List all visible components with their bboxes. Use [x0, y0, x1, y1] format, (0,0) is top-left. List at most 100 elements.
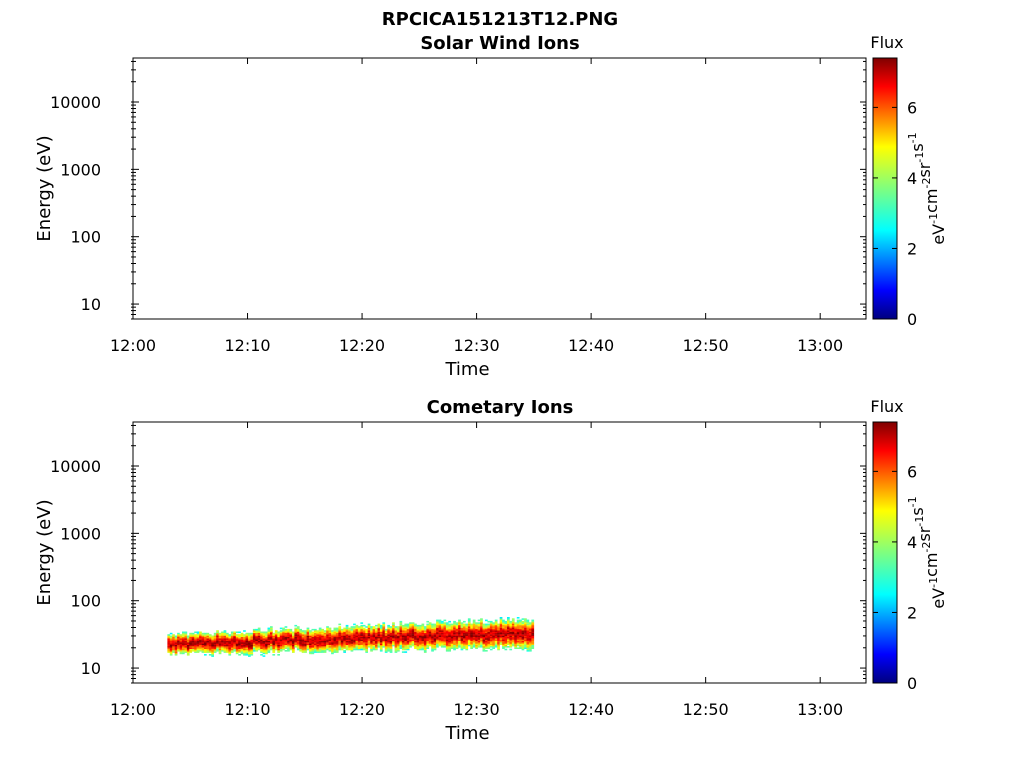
heatmap-cell	[306, 630, 310, 632]
heatmap-cell	[502, 636, 505, 639]
heatmap-cell	[458, 636, 461, 639]
heatmap-cell	[409, 639, 412, 641]
heatmap-cell	[497, 624, 500, 627]
heatmap-cell	[274, 639, 278, 641]
heatmap-cell	[387, 642, 390, 644]
heatmap-cell	[384, 646, 388, 648]
heatmap-cell	[401, 636, 405, 639]
heatmap-cell	[472, 631, 476, 634]
heatmap-cell	[245, 644, 249, 647]
heatmap-cell	[270, 631, 273, 634]
heatmap-cell	[382, 635, 386, 638]
heatmap-cell	[321, 644, 324, 647]
heatmap-cell	[387, 650, 390, 652]
heatmap-cell	[529, 646, 532, 648]
heatmap-cell	[326, 632, 329, 635]
heatmap-cell	[296, 630, 300, 632]
heatmap-cell	[375, 646, 378, 648]
heatmap-cell	[514, 646, 517, 648]
heatmap-cell	[309, 650, 312, 652]
heatmap-cell	[282, 639, 285, 641]
heatmap-cell	[172, 651, 175, 653]
heatmap-cell	[392, 627, 395, 630]
heatmap-cell	[331, 640, 334, 643]
heatmap-cell	[226, 644, 229, 647]
heatmap-cell	[370, 639, 373, 641]
heatmap-cell	[463, 647, 466, 649]
y-tick-label: 10000	[50, 93, 101, 112]
heatmap-cell	[416, 639, 420, 641]
heatmap-cell	[482, 623, 486, 626]
heatmap-cell	[470, 647, 473, 649]
heatmap-cell	[331, 636, 334, 639]
heatmap-cell	[524, 624, 527, 627]
heatmap-cell	[240, 644, 244, 647]
heatmap-cell	[348, 642, 351, 644]
heatmap-cell	[526, 648, 530, 651]
heatmap-cell	[321, 646, 324, 648]
heatmap-cell	[387, 631, 390, 634]
heatmap-cell	[504, 624, 508, 627]
heatmap-cell	[387, 632, 390, 635]
heatmap-cell	[507, 635, 510, 638]
heatmap-cell	[360, 632, 364, 635]
heatmap-cell	[184, 636, 188, 639]
heatmap-cell	[433, 623, 437, 626]
heatmap-cell	[455, 624, 459, 627]
heatmap-cell	[507, 619, 510, 622]
heatmap-cell	[284, 638, 288, 640]
heatmap-cell	[421, 623, 425, 626]
heatmap-cell	[223, 646, 227, 648]
heatmap-cell	[401, 651, 405, 653]
heatmap-cell	[321, 630, 324, 632]
heatmap-cell	[399, 620, 403, 623]
heatmap-cell	[445, 642, 449, 644]
heatmap-cell	[274, 644, 278, 647]
heatmap-cell	[255, 648, 258, 651]
heatmap-cell	[213, 634, 217, 636]
heatmap-cell	[182, 632, 185, 635]
heatmap-cell	[521, 640, 525, 643]
heatmap-cell	[502, 628, 505, 631]
heatmap-cell	[480, 646, 483, 648]
heatmap-cell	[394, 651, 398, 653]
heatmap-cell	[338, 626, 342, 628]
heatmap-cell	[375, 636, 378, 639]
heatmap-cell	[257, 635, 261, 638]
heatmap-cell	[233, 632, 236, 635]
heatmap-cell	[428, 644, 432, 647]
heatmap-cell	[216, 640, 219, 643]
heatmap-cell	[406, 628, 410, 631]
heatmap-cell	[208, 642, 212, 644]
heatmap-cell	[287, 630, 290, 632]
heatmap-cell	[348, 646, 351, 648]
y-axis-label: Energy (eV)	[34, 135, 55, 241]
heatmap-cell	[233, 640, 236, 643]
heatmap-cell	[174, 638, 178, 640]
heatmap-cell	[306, 640, 310, 643]
heatmap-cell	[260, 648, 263, 651]
heatmap-cell	[194, 634, 197, 636]
heatmap-cell	[401, 626, 405, 628]
heatmap-cell	[179, 634, 183, 636]
heatmap-cell	[404, 651, 408, 653]
heatmap-cell	[529, 647, 532, 649]
heatmap-cell	[433, 624, 437, 627]
heatmap-cell	[443, 626, 447, 628]
heatmap-cell	[426, 640, 430, 643]
heatmap-cell	[433, 634, 437, 636]
heatmap-cell	[321, 647, 324, 649]
heatmap-cell	[250, 654, 254, 656]
heatmap-cell	[196, 639, 200, 641]
heatmap-cell	[421, 636, 425, 639]
heatmap-cell	[499, 622, 503, 624]
heatmap-cell	[375, 628, 378, 631]
heatmap-cell	[492, 635, 495, 638]
heatmap-cell	[292, 635, 295, 638]
heatmap-cell	[201, 638, 205, 640]
heatmap-cell	[436, 636, 439, 639]
heatmap-cell	[526, 624, 530, 627]
heatmap-cell	[204, 646, 207, 648]
heatmap-cell	[397, 630, 400, 632]
heatmap-cell	[438, 631, 442, 634]
